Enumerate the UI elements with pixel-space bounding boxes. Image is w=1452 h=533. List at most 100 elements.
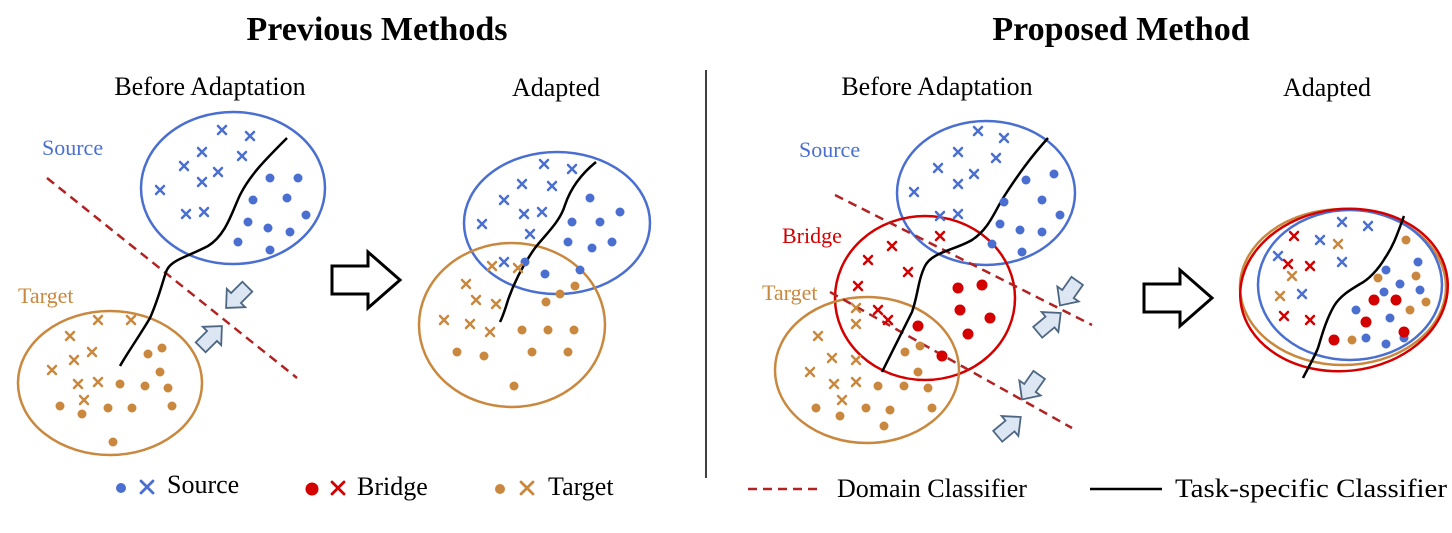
bridge-cross <box>1304 260 1316 272</box>
source-cross <box>236 150 248 162</box>
source-cross <box>1296 288 1308 300</box>
bridge-dot <box>1368 294 1380 306</box>
proposed-adapted-bridge-crosses <box>1278 230 1316 326</box>
legend-source-cross-icon <box>139 479 155 495</box>
target-dot <box>452 347 462 357</box>
source-dot <box>995 219 1005 229</box>
bridge-cross <box>1304 314 1316 326</box>
proposed-compress-arrow-1 <box>1056 275 1085 307</box>
proposed-target-ellipse <box>773 295 961 445</box>
source-cross <box>476 218 488 230</box>
target-cross <box>125 314 137 326</box>
previous-adapted-panel <box>417 150 652 409</box>
target-dot <box>1405 305 1415 315</box>
proposed-adapted-target-dots <box>1347 235 1431 345</box>
source-cross <box>538 158 550 170</box>
source-cross <box>1314 234 1326 246</box>
target-cross <box>470 294 482 306</box>
legend-bridge-label: Bridge <box>357 472 428 501</box>
target-dot <box>1401 235 1411 245</box>
target-dot <box>127 403 137 413</box>
target-dot <box>835 411 845 421</box>
bridge-cross <box>886 240 898 252</box>
proposed-compress-arrow-2 <box>1031 311 1062 339</box>
proposed-source-ellipse <box>895 119 1077 267</box>
target-dot <box>77 409 87 419</box>
target-dot <box>509 381 519 391</box>
target-cross <box>850 318 862 330</box>
source-dot <box>243 217 253 227</box>
proposed-before-target-crosses <box>804 302 862 406</box>
source-cross <box>178 160 190 172</box>
source-cross <box>952 208 964 220</box>
target-cross <box>464 318 476 330</box>
source-dot <box>1381 265 1391 275</box>
target-dot <box>913 367 923 377</box>
target-dot <box>140 381 150 391</box>
legend-source-label: Source <box>167 470 239 499</box>
source-dot <box>575 265 585 275</box>
source-dot <box>607 237 617 247</box>
source-cross <box>990 152 1002 164</box>
previous-before-source-dots <box>233 173 311 255</box>
source-cross <box>952 178 964 190</box>
source-dot <box>293 173 303 183</box>
target-dot <box>927 403 937 413</box>
legend-domain-classifier-label: Domain Classifier <box>837 474 1027 503</box>
previous-domain-classifier <box>46 177 298 379</box>
target-dot <box>543 325 553 335</box>
source-cross <box>932 162 944 174</box>
source-dot <box>301 210 311 220</box>
target-cross <box>812 330 824 342</box>
target-dot <box>517 325 527 335</box>
source-cross <box>196 146 208 158</box>
proposed-adapted-panel <box>1238 207 1450 379</box>
target-dot <box>157 343 167 353</box>
target-cross <box>460 278 472 290</box>
source-cross <box>1336 256 1348 268</box>
previous-adapted-target-ellipse <box>417 241 607 409</box>
previous-before-panel: Source Target <box>16 110 327 457</box>
proposed-before-title: Before Adaptation <box>841 72 1032 101</box>
source-cross <box>524 228 536 240</box>
source-cross <box>498 194 510 206</box>
source-dot <box>1017 247 1027 257</box>
previous-before-title: Before Adaptation <box>114 72 305 101</box>
source-cross <box>968 168 980 180</box>
target-cross <box>828 378 840 390</box>
proposed-adapted-source-dots <box>1351 257 1425 349</box>
source-dot <box>1015 225 1025 235</box>
target-cross <box>78 394 90 406</box>
previous-compress-arrow-lower <box>194 325 223 354</box>
bridge-dot <box>952 282 964 294</box>
target-dot <box>143 349 153 359</box>
legend-target-dot-icon <box>495 484 505 494</box>
source-cross <box>196 176 208 188</box>
target-cross <box>92 314 104 326</box>
source-dot <box>1395 279 1405 289</box>
target-dot <box>563 347 573 357</box>
target-dot <box>873 381 883 391</box>
target-dot <box>923 383 933 393</box>
proposed-target-label: Target <box>762 280 817 305</box>
source-dot <box>595 217 605 227</box>
source-cross <box>1336 216 1348 228</box>
previous-adapted-source-crosses <box>476 158 578 268</box>
previous-adapted-task-classifier <box>498 161 597 323</box>
bridge-dot <box>984 312 996 324</box>
target-cross <box>850 376 862 388</box>
proposed-adapted-task-classifier <box>1301 215 1406 379</box>
source-cross <box>154 184 166 196</box>
source-dot <box>563 237 573 247</box>
proposed-adapted-source-crosses <box>1272 216 1374 300</box>
proposed-compress-arrow-3 <box>1018 369 1047 401</box>
source-cross <box>498 256 510 268</box>
target-dot <box>527 347 537 357</box>
legend-bridge-dot-icon <box>305 482 319 496</box>
bridge-dot <box>954 304 966 316</box>
target-dot <box>167 401 177 411</box>
bridge-dot <box>1360 316 1372 328</box>
legend-source-dot-icon <box>116 483 126 493</box>
source-cross <box>546 180 558 192</box>
source-dot <box>1037 195 1047 205</box>
